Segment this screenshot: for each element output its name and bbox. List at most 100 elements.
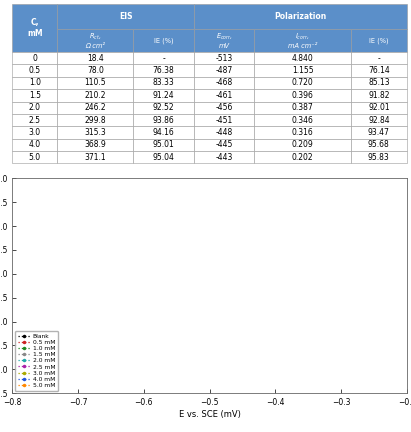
- Bar: [57, 52, 134, 64]
- Bar: [12, 102, 57, 114]
- Text: 95.68: 95.68: [368, 140, 390, 149]
- Bar: [254, 89, 351, 102]
- Text: -456: -456: [215, 103, 233, 112]
- Bar: [254, 126, 351, 139]
- Bar: [351, 102, 407, 114]
- Bar: [254, 102, 351, 114]
- Text: EIS: EIS: [119, 12, 132, 21]
- Text: -487: -487: [215, 66, 233, 75]
- Text: IE (%): IE (%): [154, 37, 173, 44]
- Bar: [194, 29, 254, 52]
- Text: 92.84: 92.84: [368, 116, 390, 124]
- Bar: [254, 77, 351, 89]
- Bar: [57, 77, 134, 89]
- Bar: [134, 139, 194, 151]
- Bar: [12, 151, 57, 163]
- Bar: [134, 89, 194, 102]
- Text: 94.16: 94.16: [153, 128, 175, 137]
- Text: -461: -461: [215, 91, 233, 100]
- Bar: [134, 102, 194, 114]
- Bar: [57, 151, 134, 163]
- Bar: [254, 29, 351, 52]
- Bar: [194, 102, 254, 114]
- Bar: [57, 102, 134, 114]
- Text: 95.04: 95.04: [153, 153, 175, 162]
- Bar: [254, 139, 351, 151]
- Bar: [57, 89, 134, 102]
- Text: 18.4: 18.4: [87, 54, 104, 63]
- Bar: [194, 139, 254, 151]
- Text: 246.2: 246.2: [85, 103, 106, 112]
- Bar: [57, 139, 134, 151]
- Text: 2.0: 2.0: [29, 103, 41, 112]
- Text: 4.840: 4.840: [292, 54, 314, 63]
- Text: 368.9: 368.9: [84, 140, 106, 149]
- Bar: [12, 89, 57, 102]
- Bar: [134, 64, 194, 77]
- Text: 83.33: 83.33: [153, 79, 175, 87]
- Bar: [194, 89, 254, 102]
- Bar: [194, 126, 254, 139]
- Bar: [351, 77, 407, 89]
- Text: -451: -451: [215, 116, 233, 124]
- Text: 0.720: 0.720: [292, 79, 314, 87]
- Text: 315.3: 315.3: [84, 128, 106, 137]
- Bar: [194, 77, 254, 89]
- Bar: [254, 151, 351, 163]
- Bar: [254, 64, 351, 77]
- Bar: [12, 77, 57, 89]
- Bar: [254, 114, 351, 126]
- Text: 2.5: 2.5: [29, 116, 41, 124]
- Text: $R_{ct}$,
Ω cm²: $R_{ct}$, Ω cm²: [85, 32, 105, 49]
- Text: $I_{corr}$,
mA cm⁻²: $I_{corr}$, mA cm⁻²: [288, 32, 317, 49]
- Bar: [12, 64, 57, 77]
- Bar: [194, 64, 254, 77]
- Text: 92.01: 92.01: [368, 103, 390, 112]
- Text: -468: -468: [215, 79, 233, 87]
- Bar: [12, 52, 57, 64]
- Bar: [194, 151, 254, 163]
- Text: 1.0: 1.0: [29, 79, 41, 87]
- Text: 0.396: 0.396: [292, 91, 314, 100]
- Text: 0.346: 0.346: [292, 116, 314, 124]
- Text: 3.0: 3.0: [29, 128, 41, 137]
- Text: 76.14: 76.14: [368, 66, 390, 75]
- Bar: [12, 139, 57, 151]
- X-axis label: E vs. SCE (mV): E vs. SCE (mV): [179, 410, 240, 419]
- Text: 0.202: 0.202: [292, 153, 314, 162]
- Text: 0.5: 0.5: [29, 66, 41, 75]
- Bar: [12, 4, 57, 52]
- Text: 0.209: 0.209: [292, 140, 314, 149]
- Bar: [351, 52, 407, 64]
- Text: 76.38: 76.38: [153, 66, 175, 75]
- Text: C,
mM: C, mM: [27, 19, 43, 38]
- Bar: [351, 114, 407, 126]
- Bar: [12, 126, 57, 139]
- Bar: [351, 126, 407, 139]
- Bar: [57, 126, 134, 139]
- Bar: [57, 64, 134, 77]
- Text: 78.0: 78.0: [87, 66, 104, 75]
- Text: 95.83: 95.83: [368, 153, 390, 162]
- Text: 1.5: 1.5: [29, 91, 41, 100]
- Text: 85.13: 85.13: [368, 79, 390, 87]
- Text: $E_{corr}$,
mV: $E_{corr}$, mV: [216, 32, 233, 49]
- Text: 1.155: 1.155: [292, 66, 314, 75]
- Text: 0: 0: [32, 54, 37, 63]
- Text: 371.1: 371.1: [85, 153, 106, 162]
- Bar: [194, 4, 407, 29]
- Text: -448: -448: [215, 128, 233, 137]
- Bar: [134, 151, 194, 163]
- Bar: [254, 52, 351, 64]
- Bar: [57, 114, 134, 126]
- Text: 4.0: 4.0: [29, 140, 41, 149]
- Bar: [194, 52, 254, 64]
- Text: 0.387: 0.387: [292, 103, 314, 112]
- Bar: [351, 29, 407, 52]
- Bar: [351, 139, 407, 151]
- Bar: [134, 126, 194, 139]
- Bar: [134, 77, 194, 89]
- Text: 110.5: 110.5: [85, 79, 106, 87]
- Bar: [134, 114, 194, 126]
- Text: 91.24: 91.24: [153, 91, 174, 100]
